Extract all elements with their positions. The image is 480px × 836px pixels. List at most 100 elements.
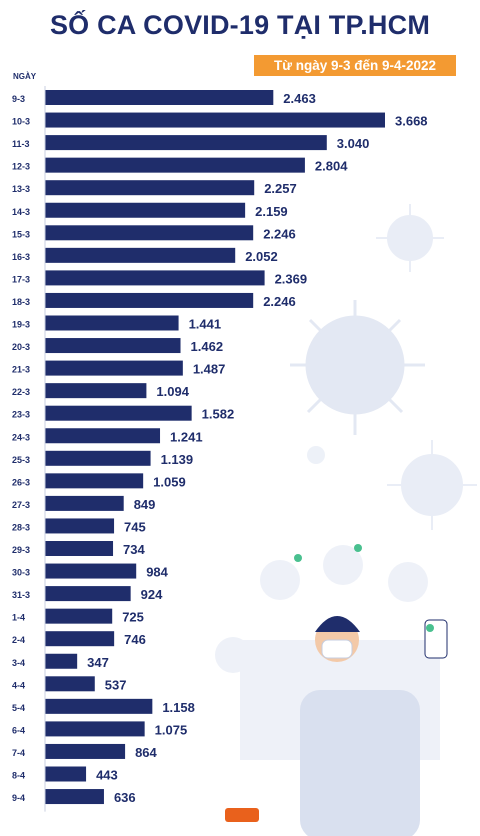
value-label: 2.369 (275, 271, 308, 286)
bar (45, 541, 114, 556)
category-label: 29-3 (12, 545, 30, 555)
category-label: 24-3 (12, 432, 30, 442)
bar (45, 383, 147, 399)
value-label: 3.040 (337, 136, 370, 151)
value-label: 734 (123, 542, 145, 557)
bar (45, 631, 115, 647)
date-range-badge: Từ ngày 9-3 đến 9-4-2022 (254, 55, 456, 76)
bar (45, 676, 95, 692)
value-label: 746 (124, 632, 146, 647)
value-label: 1.241 (170, 429, 203, 444)
page-title: SỐ CA COVID-19 TẠI TP.HCM (49, 10, 431, 40)
value-label: 3.668 (395, 114, 428, 129)
bar (45, 338, 181, 354)
value-label: 1.462 (191, 339, 224, 354)
category-label: 11-3 (12, 139, 30, 149)
bar (45, 473, 144, 489)
category-label: 9-3 (12, 94, 25, 104)
category-label: 25-3 (12, 455, 30, 465)
value-label: 1.158 (162, 700, 195, 715)
value-label: 1.441 (189, 317, 222, 332)
category-label: 21-3 (12, 365, 30, 375)
bar (45, 450, 151, 466)
bar (45, 247, 236, 263)
bar (45, 721, 145, 737)
category-label: 31-3 (12, 590, 30, 600)
y-axis-label: NGÀY (13, 72, 37, 81)
value-label: 1.139 (161, 452, 194, 467)
category-label: 5-4 (12, 703, 25, 713)
bar (45, 112, 385, 128)
category-label: 23-3 (12, 410, 30, 420)
category-label: 27-3 (12, 500, 30, 510)
bar (45, 563, 137, 579)
category-label: 6-4 (12, 725, 25, 735)
bar (45, 766, 87, 782)
category-label: 16-3 (12, 252, 30, 262)
bar (45, 428, 161, 444)
value-label: 443 (96, 768, 118, 783)
value-label: 2.052 (245, 249, 278, 264)
category-label: 8-4 (12, 771, 25, 781)
value-label: 2.463 (283, 91, 316, 106)
value-label: 1.582 (202, 407, 235, 422)
value-label: 1.059 (153, 474, 186, 489)
category-label: 20-3 (12, 342, 30, 352)
category-label: 7-4 (12, 748, 25, 758)
category-label: 13-3 (12, 184, 30, 194)
value-label: 2.246 (263, 294, 296, 309)
category-label: 19-3 (12, 320, 30, 330)
value-label: 537 (105, 677, 127, 692)
bar (45, 135, 327, 151)
bar (45, 698, 153, 714)
category-label: 4-4 (12, 680, 25, 690)
bar (45, 518, 115, 534)
bar (45, 653, 78, 669)
category-label: 18-3 (12, 297, 30, 307)
value-label: 864 (135, 745, 157, 760)
value-label: 924 (141, 587, 163, 602)
value-label: 347 (87, 655, 109, 670)
bar (45, 180, 255, 196)
bar (45, 360, 183, 376)
bar (45, 608, 113, 624)
value-label: 725 (122, 610, 144, 625)
bar (45, 495, 124, 511)
bar (45, 743, 126, 759)
bar (45, 586, 131, 602)
bar (45, 202, 246, 218)
brand-logo (225, 808, 259, 822)
bar (45, 405, 192, 421)
category-label: 15-3 (12, 229, 30, 239)
category-label: 14-3 (12, 207, 30, 217)
category-label: 28-3 (12, 522, 30, 532)
bar (45, 157, 305, 173)
category-label: 3-4 (12, 658, 25, 668)
value-label: 1.075 (155, 722, 188, 737)
category-label: 30-3 (12, 568, 30, 578)
category-label: 1-4 (12, 613, 25, 623)
value-label: 2.257 (264, 181, 297, 196)
bar (45, 225, 254, 241)
value-label: 2.159 (255, 204, 288, 219)
category-label: 12-3 (12, 162, 30, 172)
value-label: 636 (114, 790, 136, 805)
category-label: 26-3 (12, 477, 30, 487)
category-label: 17-3 (12, 274, 30, 284)
value-label: 984 (146, 565, 168, 580)
value-label: 745 (124, 519, 146, 534)
category-label: 22-3 (12, 387, 30, 397)
value-label: 2.804 (315, 159, 348, 174)
bar (45, 292, 254, 308)
bar (45, 270, 265, 286)
value-label: 1.094 (156, 384, 189, 399)
bar (45, 315, 179, 331)
bar (45, 789, 104, 805)
bar (45, 90, 274, 105)
value-label: 1.487 (193, 362, 226, 377)
category-label: 10-3 (12, 117, 30, 127)
category-label: 2-4 (12, 635, 25, 645)
category-label: 9-4 (12, 793, 25, 803)
value-label: 849 (134, 497, 156, 512)
